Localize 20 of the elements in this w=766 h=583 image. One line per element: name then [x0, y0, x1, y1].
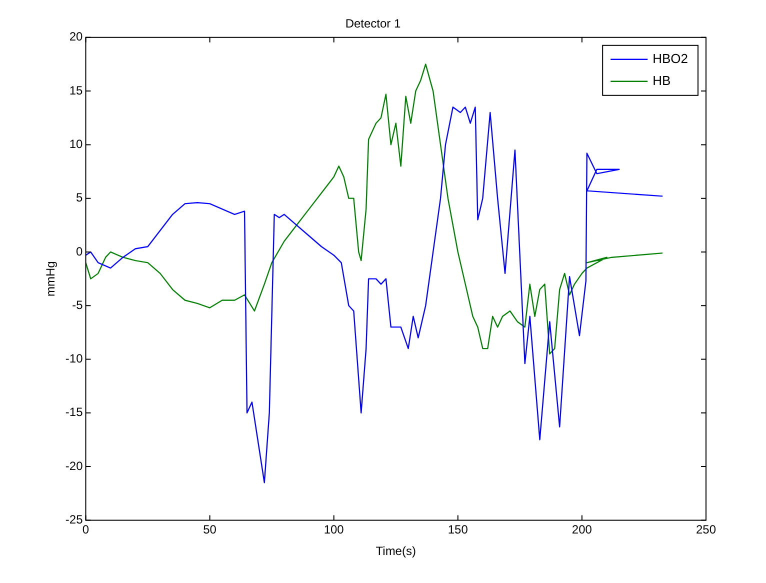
x-tick-label: 200: [572, 522, 592, 537]
y-tick-label: 5: [76, 190, 84, 205]
y-tick-label: -10: [65, 352, 84, 366]
y-tick-label: 10: [69, 137, 84, 151]
x-tick-label: 250: [696, 522, 716, 537]
y-tick-label: -25: [65, 512, 84, 527]
legend-label: HBO2: [652, 50, 688, 66]
y-axis-title: mmHg: [44, 261, 58, 296]
x-axis-title: Time(s): [376, 544, 416, 558]
x-tick-label: 100: [324, 522, 344, 537]
y-tick-label: -20: [65, 458, 84, 473]
y-tick-label: 15: [69, 83, 84, 98]
x-tick-label: 150: [448, 522, 468, 537]
y-tick-label: -5: [72, 298, 84, 312]
y-tick-label: -15: [65, 405, 84, 420]
y-tick-label: 0: [76, 244, 84, 258]
chart-title: Detector 1: [345, 16, 402, 31]
y-tick-label: 20: [69, 30, 84, 44]
legend-label: HB: [652, 72, 671, 88]
x-tick-label: 50: [203, 522, 217, 537]
